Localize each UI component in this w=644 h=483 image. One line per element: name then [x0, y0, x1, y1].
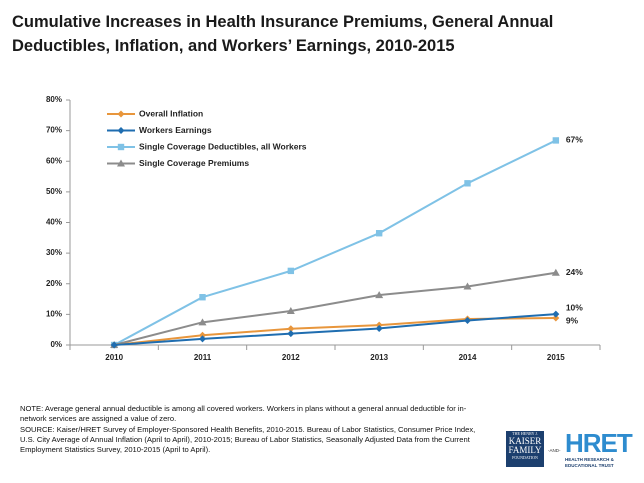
- data-point: [287, 330, 295, 338]
- data-label: 67%: [566, 135, 583, 145]
- legend-label: Single Coverage Premiums: [139, 158, 249, 168]
- x-tick-label: 2012: [282, 353, 300, 362]
- data-label: 24%: [566, 267, 583, 277]
- logo-text: KAISER: [508, 436, 542, 446]
- data-point: [287, 267, 295, 275]
- x-tick-label: 2014: [459, 353, 477, 362]
- kff-logo: THE HENRY J. KAISER FAMILY FOUNDATION: [506, 431, 544, 467]
- data-point: [287, 325, 295, 333]
- data-point: [199, 294, 206, 301]
- y-tick-label: 80%: [46, 95, 62, 104]
- data-point: [375, 291, 384, 299]
- series-line: [113, 271, 556, 346]
- data-point: [552, 310, 560, 318]
- data-point: [375, 324, 383, 332]
- data-point: [552, 314, 560, 322]
- source: SOURCE: Kaiser/HRET Survey of Employer-S…: [20, 425, 476, 454]
- logo-text: FOUNDATION: [512, 455, 538, 460]
- y-tick-label: 20%: [46, 279, 62, 288]
- data-point: [464, 317, 471, 324]
- y-tick-label: 40%: [46, 218, 62, 227]
- legend-marker: [117, 159, 125, 167]
- legend-marker: [117, 127, 125, 134]
- legend-label: Overall Inflation: [139, 108, 203, 118]
- data-point: [552, 137, 560, 144]
- x-tick-label: 2010: [105, 353, 123, 362]
- y-tick-label: 60%: [46, 156, 62, 165]
- hret-logo: HRET: [565, 428, 633, 458]
- x-tick-label: 2013: [370, 353, 388, 362]
- data-label: 10%: [566, 302, 583, 312]
- data-label: 9%: [566, 315, 579, 325]
- data-point: [198, 318, 207, 326]
- x-tick-label: 2015: [547, 353, 565, 362]
- legend-marker: [117, 143, 125, 151]
- legend-marker: [117, 110, 125, 118]
- series-line: [114, 313, 556, 346]
- data-point: [464, 180, 471, 187]
- data-point: [463, 282, 472, 290]
- y-tick-label: 0%: [50, 340, 62, 349]
- data-point: [375, 230, 383, 237]
- logo-text: -AND-: [548, 448, 561, 453]
- logo-text: HEALTH RESEARCH & EDUCATIONAL TRUST: [565, 457, 614, 468]
- chart: 0% 10% 20% 30% 40% 50% 60% 70% 80% 2010 2011 2012 20…: [46, 95, 601, 362]
- chart-title: Cumulative Increases in Health Insurance…: [12, 13, 554, 55]
- y-tick-label: 70%: [46, 126, 62, 135]
- data-point: [199, 335, 206, 343]
- data-point: [199, 331, 206, 339]
- data-point: [286, 307, 295, 315]
- legend-label: Single Coverage Deductibles, all Workers: [139, 141, 307, 151]
- logo-text: THE HENRY J.: [512, 431, 538, 436]
- data-point: [551, 268, 560, 276]
- series-line: [113, 139, 557, 346]
- y-tick-label: 50%: [46, 187, 62, 196]
- y-tick-label: 30%: [46, 248, 62, 257]
- note: NOTE: Average general annual deductible …: [20, 404, 467, 423]
- y-tick-label: 10%: [46, 309, 62, 318]
- x-tick-label: 2011: [194, 353, 212, 362]
- legend-label: Workers Earnings: [139, 125, 212, 135]
- logo-text: FAMILY: [508, 445, 542, 455]
- data-point: [110, 341, 118, 349]
